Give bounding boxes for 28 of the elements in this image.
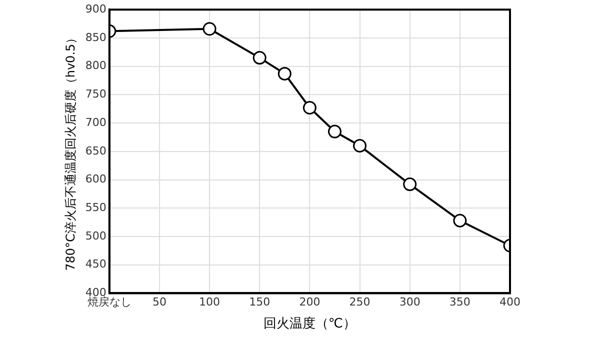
x-tick-label: 350 — [449, 296, 470, 309]
point — [252, 51, 266, 65]
y-axis-title: 780°C淬火后不通温度回火后硬度（hv0.5） — [63, 32, 78, 271]
x-tick-label: 300 — [399, 296, 420, 309]
point — [353, 138, 367, 152]
y-tick-label: 700 — [85, 116, 106, 129]
point — [202, 22, 216, 36]
y-tick-label: 800 — [85, 59, 106, 72]
point — [328, 124, 342, 138]
x-axis-title: 回火温度（℃） — [263, 316, 356, 332]
x-tick-label: 400 — [500, 296, 520, 309]
x-tick-label: 100 — [199, 296, 220, 309]
y-tick-label: 750 — [85, 88, 106, 101]
y-tick-label: 850 — [85, 30, 106, 44]
y-tick-label: 900 — [85, 2, 106, 16]
y-tick-label: 650 — [85, 144, 106, 158]
point — [403, 178, 417, 192]
y-tick-label: 600 — [85, 172, 106, 186]
y-tick-label: 500 — [85, 229, 106, 242]
y-tick-label: 550 — [85, 200, 106, 214]
x-tick-label: 250 — [349, 296, 370, 309]
point — [302, 100, 316, 114]
point — [453, 214, 467, 228]
x-tick-label: 150 — [249, 296, 270, 309]
x-tick-label: 50 — [152, 296, 166, 309]
point — [278, 66, 292, 80]
y-tick-label: 450 — [85, 258, 106, 271]
x-tick-label: 200 — [299, 296, 320, 309]
